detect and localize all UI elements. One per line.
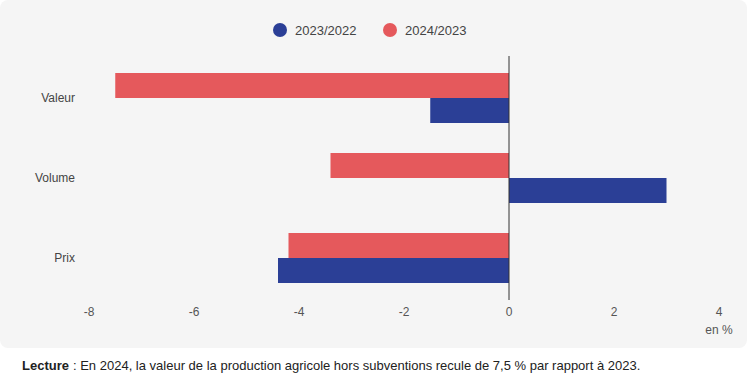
tick-label: 0 <box>506 305 513 319</box>
category-label: Prix <box>54 251 75 265</box>
legend-marker <box>273 23 287 37</box>
tick-label: -4 <box>294 305 305 319</box>
legend-label: 2024/2023 <box>405 23 466 38</box>
annotation-label: Lecture <box>22 358 69 373</box>
legend-label: 2023/2022 <box>295 23 356 38</box>
tick-label: 2 <box>611 305 618 319</box>
bar <box>289 233 510 258</box>
bars <box>115 73 666 283</box>
tick-label: -2 <box>399 305 410 319</box>
baseline <box>509 56 510 300</box>
tick-label: 4 <box>716 305 723 319</box>
tick-label: -6 <box>189 305 200 319</box>
chart: -8 -6 -4 -2 0 2 4 en % Valeur Volume Prix 2023/2022… <box>0 0 747 378</box>
bar <box>278 258 509 283</box>
category-label: Valeur <box>41 91 75 105</box>
bar <box>115 73 509 98</box>
annotation-text: : En 2024, la valeur de la production ag… <box>73 358 640 373</box>
category-label: Volume <box>35 171 75 185</box>
panel <box>0 0 747 348</box>
bar <box>509 178 667 203</box>
bar <box>331 153 510 178</box>
annotation: Lecture : En 2024, la valeur de la produc… <box>22 358 640 373</box>
legend-marker <box>383 23 397 37</box>
bar <box>430 98 509 123</box>
tick-label: -8 <box>84 305 95 319</box>
axis-label: en % <box>705 323 733 337</box>
